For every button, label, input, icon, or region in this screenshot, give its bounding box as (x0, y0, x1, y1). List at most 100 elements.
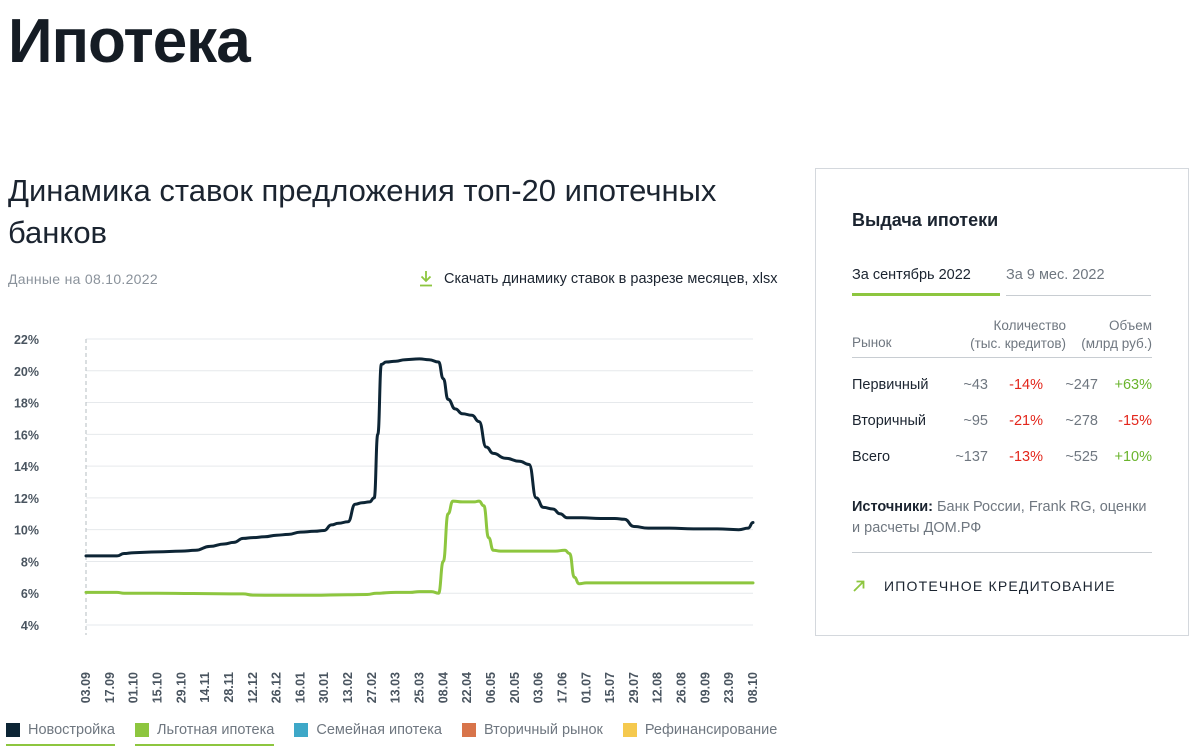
sources-note: Источники: Банк России, Frank RG, оценки… (852, 497, 1152, 539)
y-tick-label: 6% (21, 587, 39, 601)
x-tick-label: 17.06 (555, 672, 569, 703)
col-market: Рынок (852, 335, 892, 350)
table-header: Рынок Количество (тыс. кредитов) Объем (… (852, 317, 1152, 358)
legend-label-lgotnaya: Льготная ипотека (157, 722, 275, 738)
legend-swatch-vtorichny (461, 723, 476, 737)
x-tick-label: 16.01 (293, 672, 307, 703)
legend-item-semeynaya[interactable]: Семейная ипотека (294, 722, 442, 746)
x-tick-label: 25.03 (413, 672, 427, 703)
x-tick-label: 13.02 (341, 672, 355, 703)
mortgage-lending-link[interactable]: ИПОТЕЧНОЕ КРЕДИТОВАНИЕ (852, 578, 1116, 594)
legend-item-lgotnaya[interactable]: Льготная ипотека (135, 722, 275, 746)
y-tick-label: 16% (14, 428, 39, 442)
x-tick-label: 15.07 (603, 672, 617, 703)
legend-item-refinans[interactable]: Рефинансирование (622, 722, 778, 746)
tab-september-2022[interactable]: За сентябрь 2022 (852, 267, 1000, 296)
download-icon (418, 270, 434, 288)
data-date: Данные на 08.10.2022 (8, 271, 158, 287)
legend-label-semeynaya: Семейная ипотека (316, 722, 442, 738)
table-row: Первичный ~43 -14% ~247 +63% (852, 377, 1152, 397)
x-tick-label: 03.09 (79, 672, 93, 703)
x-tick-label: 28.11 (222, 672, 236, 703)
x-tick-label: 26.12 (270, 672, 284, 703)
x-tick-label: 29.07 (627, 672, 641, 703)
x-tick-label: 14.11 (198, 672, 212, 703)
x-tick-label: 06.05 (484, 672, 498, 703)
y-tick-label: 10% (14, 524, 39, 538)
page-title: Ипотека (8, 7, 251, 76)
series-line-novostroyka (84, 357, 755, 558)
x-tick-label: 12.08 (651, 672, 665, 703)
x-tick-label: 01.10 (127, 672, 141, 703)
x-tick-label: 03.06 (532, 672, 546, 703)
row-count-change: -14% (1009, 377, 1043, 393)
row-market: Первичный (852, 377, 929, 393)
arrow-up-right-icon (852, 579, 866, 593)
legend-swatch-novostroyka (6, 723, 20, 737)
x-tick-label: 20.05 (508, 672, 522, 703)
x-tick-label: 23.09 (722, 672, 736, 703)
series-line-lgotnaya (84, 499, 755, 597)
row-volume: ~525 (1065, 449, 1098, 465)
x-tick-label: 26.08 (675, 672, 689, 703)
download-label: Скачать динамику ставок в разрезе месяце… (444, 271, 778, 287)
row-count: ~95 (963, 413, 988, 429)
x-tick-label: 22.04 (460, 672, 474, 703)
y-tick-label: 14% (14, 460, 39, 474)
col-count-line1: Количество (993, 318, 1067, 333)
row-volume-change: -15% (1118, 413, 1152, 429)
col-count: Количество (тыс. кредитов) (916, 317, 1066, 353)
col-volume-line2: (млрд руб.) (1081, 336, 1152, 351)
row-market: Вторичный (852, 413, 926, 429)
legend-swatch-semeynaya (294, 723, 309, 737)
row-volume-change: +10% (1114, 449, 1153, 465)
x-tick-label: 17.09 (103, 672, 117, 703)
sources-text: Банк России, Frank RG, оценки и расчеты … (852, 499, 1147, 536)
row-count-change: -21% (1009, 413, 1043, 429)
mortgage-lending-label: ИПОТЕЧНОЕ КРЕДИТОВАНИЕ (884, 578, 1116, 594)
y-tick-label: 22% (14, 333, 39, 347)
sources-label: Источники: (852, 499, 933, 515)
y-tick-label: 20% (14, 365, 39, 379)
col-volume-line1: Объем (1108, 318, 1152, 333)
row-volume: ~278 (1065, 413, 1098, 429)
table-row: Всего ~137 -13% ~525 +10% (852, 449, 1152, 469)
y-tick-label: 4% (21, 619, 39, 633)
row-count: ~43 (963, 377, 988, 393)
col-volume: Объем (млрд руб.) (1081, 317, 1152, 353)
table-row: Вторичный ~95 -21% ~278 -15% (852, 413, 1152, 433)
legend-swatch-lgotnaya (135, 723, 149, 737)
col-count-line2: (тыс. кредитов) (970, 336, 1066, 351)
x-tick-label: 30.01 (317, 672, 331, 703)
chart-title: Динамика ставок предложения топ-20 ипоте… (8, 173, 717, 250)
y-tick-label: 18% (14, 397, 39, 411)
row-count: ~137 (955, 449, 988, 465)
x-tick-label: 13.03 (389, 672, 403, 703)
legend-item-vtorichny[interactable]: Вторичный рынок (461, 722, 603, 746)
x-tick-label: 08.04 (436, 672, 450, 703)
legend-swatch-refinans (622, 723, 637, 737)
legend-label-refinans: Рефинансирование (644, 722, 778, 738)
row-volume-change: +63% (1114, 377, 1153, 393)
chart-legend: Новостройка Льготная ипотека Семейная ип… (6, 722, 797, 746)
rates-line-chart: 4% 6% 8% 10% 12% 14% 16% 18% 20% 22% 03.09 17.09 01.… (14, 333, 760, 703)
x-tick-label: 09.09 (698, 672, 712, 703)
card-title: Выдача ипотеки (852, 210, 999, 230)
mortgage-issuance-card: Выдача ипотеки За сентябрь 2022 За 9 мес… (815, 168, 1189, 636)
card-divider (852, 552, 1152, 553)
x-tick-label: 29.10 (174, 672, 188, 703)
x-tick-label: 08.10 (746, 672, 760, 703)
legend-item-novostroyka[interactable]: Новостройка (6, 722, 115, 746)
legend-label-novostroyka: Новостройка (28, 722, 115, 738)
x-tick-label: 12.12 (246, 672, 260, 703)
x-tick-label: 01.07 (579, 672, 593, 703)
tab-9-months-2022[interactable]: За 9 мес. 2022 (1006, 267, 1151, 296)
x-tick-label: 15.10 (150, 672, 164, 703)
row-count-change: -13% (1009, 449, 1043, 465)
y-tick-label: 12% (14, 492, 39, 506)
x-tick-label: 27.02 (365, 672, 379, 703)
y-tick-label: 8% (21, 555, 39, 569)
legend-label-vtorichny: Вторичный рынок (483, 722, 603, 738)
download-link[interactable]: Скачать динамику ставок в разрезе месяце… (418, 270, 777, 288)
row-volume: ~247 (1065, 377, 1098, 393)
